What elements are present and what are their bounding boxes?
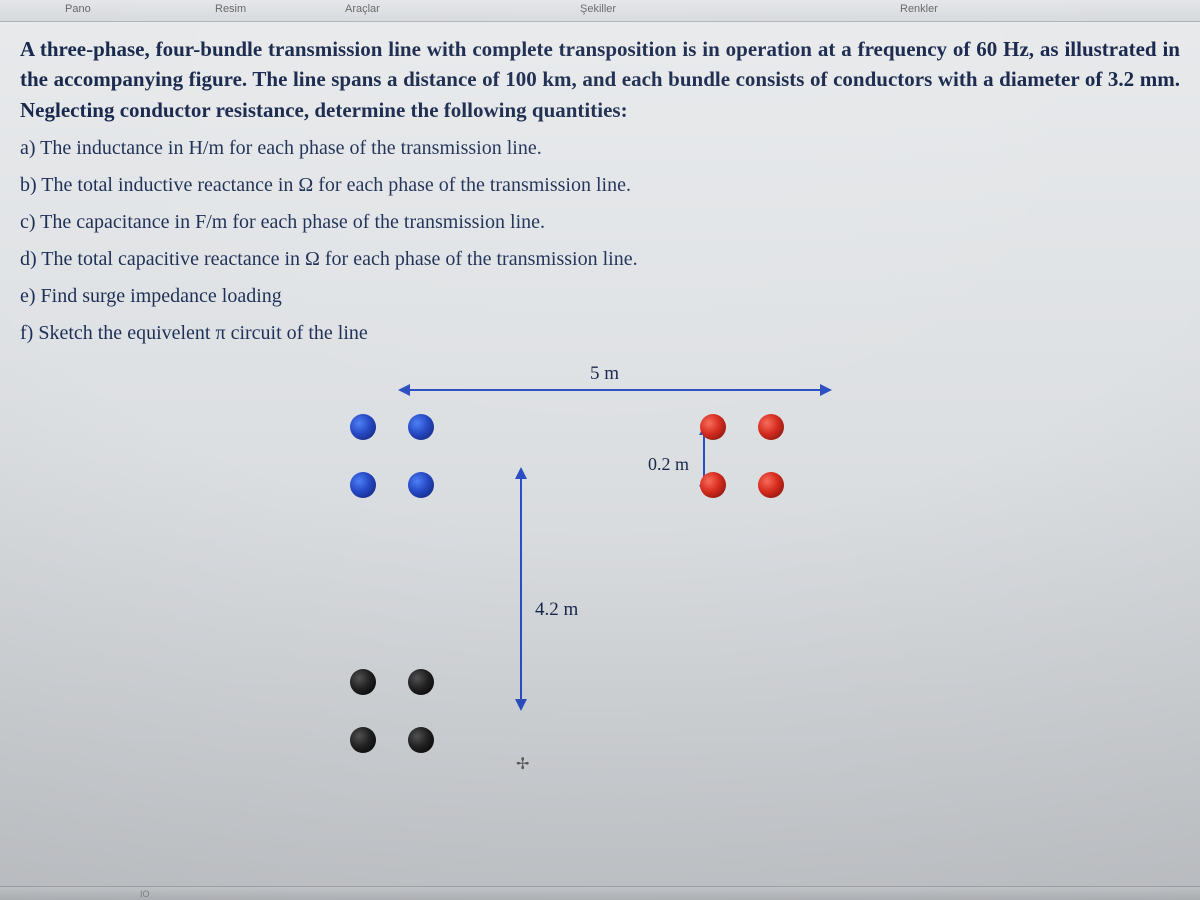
conductor-icon xyxy=(408,669,434,695)
conductor-icon xyxy=(408,727,434,753)
conductor-icon xyxy=(350,472,376,498)
conductor-icon xyxy=(700,472,726,498)
vertical-distance-label: 4.2 m xyxy=(535,599,578,621)
question-e: e) Find surge impedance loading xyxy=(20,279,1180,314)
question-b: b) The total inductive reactance in Ω fo… xyxy=(20,168,1180,203)
conductor-icon xyxy=(700,414,726,440)
ribbon-group-araclar[interactable]: Araçlar xyxy=(345,3,380,15)
question-a: a) The inductance in H/m for each phase … xyxy=(20,131,1180,166)
conductor-icon xyxy=(350,414,376,440)
ribbon-group-resim[interactable]: Resim xyxy=(215,3,246,15)
ribbon-group-renkler[interactable]: Renkler xyxy=(900,3,938,15)
horizontal-distance-arrow xyxy=(400,389,830,391)
ribbon-bar: Pano Resim Araçlar Şekiller Renkler xyxy=(0,0,1200,22)
bundle-phase-c xyxy=(350,669,470,789)
conductor-icon xyxy=(758,414,784,440)
problem-statement: A three-phase, four-bundle transmission … xyxy=(20,34,1180,125)
ribbon-group-pano[interactable]: Pano xyxy=(65,3,91,15)
ribbon-group-sekiller[interactable]: Şekiller xyxy=(580,3,616,15)
status-coords: IO xyxy=(140,889,150,899)
cursor-crosshair-icon: ✢ xyxy=(516,754,529,774)
horizontal-distance-label: 5 m xyxy=(590,363,619,385)
document-canvas[interactable]: A three-phase, four-bundle transmission … xyxy=(0,22,1200,900)
conductor-icon xyxy=(350,727,376,753)
bundle-spacing-label: 0.2 m xyxy=(648,454,689,475)
question-c: c) The capacitance in F/m for each phase… xyxy=(20,205,1180,240)
conductor-icon xyxy=(408,414,434,440)
app-window: Pano Resim Araçlar Şekiller Renkler A th… xyxy=(0,0,1200,900)
bundle-phase-b xyxy=(700,414,820,534)
bundle-phase-a xyxy=(350,414,470,534)
question-f: f) Sketch the equivelent π circuit of th… xyxy=(20,316,1180,351)
vertical-distance-arrow xyxy=(520,469,522,709)
question-d: d) The total capacitive reactance in Ω f… xyxy=(20,242,1180,277)
status-bar: IO xyxy=(0,886,1200,900)
conductor-icon xyxy=(350,669,376,695)
conductor-icon xyxy=(408,472,434,498)
transmission-line-figure: 5 m 4.2 m 0.2 m xyxy=(320,359,880,799)
question-list: a) The inductance in H/m for each phase … xyxy=(20,131,1180,351)
conductor-icon xyxy=(758,472,784,498)
